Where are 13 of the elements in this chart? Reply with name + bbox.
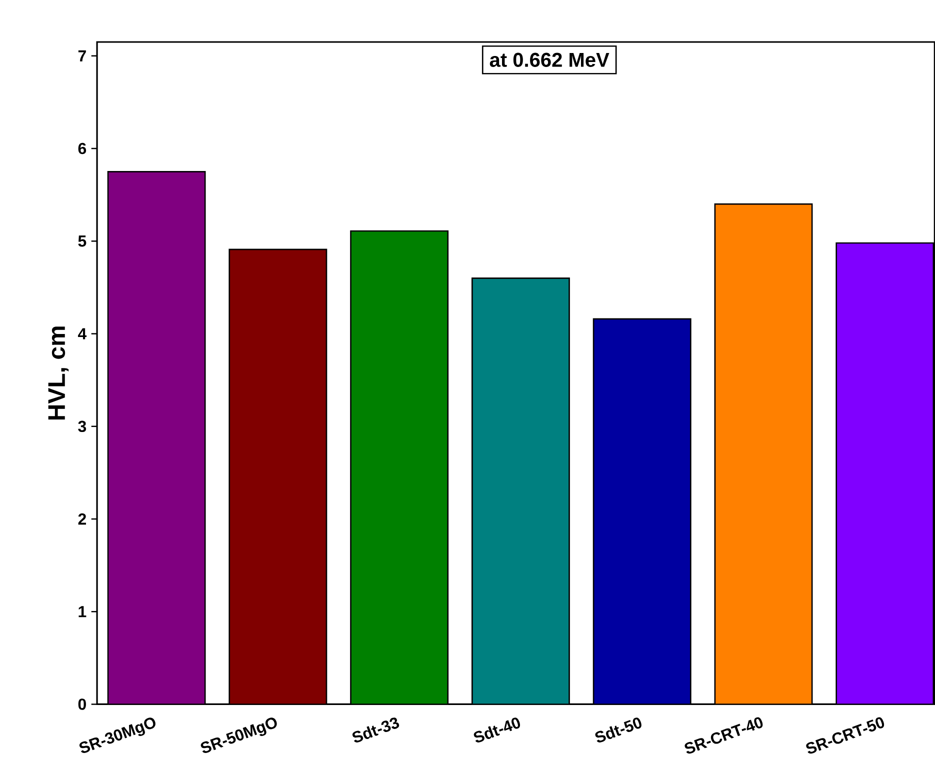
y-axis-title: HVL, cm bbox=[48, 326, 69, 420]
annotation: at 0.662 MeV bbox=[490, 52, 610, 67]
y-tick-label: 3 bbox=[78, 420, 86, 432]
y-tick-label: 1 bbox=[78, 606, 86, 617]
x-tick-label: Sdt-40 bbox=[474, 718, 520, 742]
x-tick-label: Sdt-33 bbox=[352, 717, 400, 742]
y-tick-label: 5 bbox=[78, 235, 86, 247]
x-tick-label: Sdt-50 bbox=[595, 718, 642, 742]
y-tick-label: 4 bbox=[78, 328, 87, 340]
y-tick-label: 7 bbox=[78, 50, 86, 62]
y-tick-label: 6 bbox=[78, 142, 86, 154]
y-tick-label: 0 bbox=[78, 698, 86, 710]
y-tick-label: 2 bbox=[78, 513, 86, 524]
